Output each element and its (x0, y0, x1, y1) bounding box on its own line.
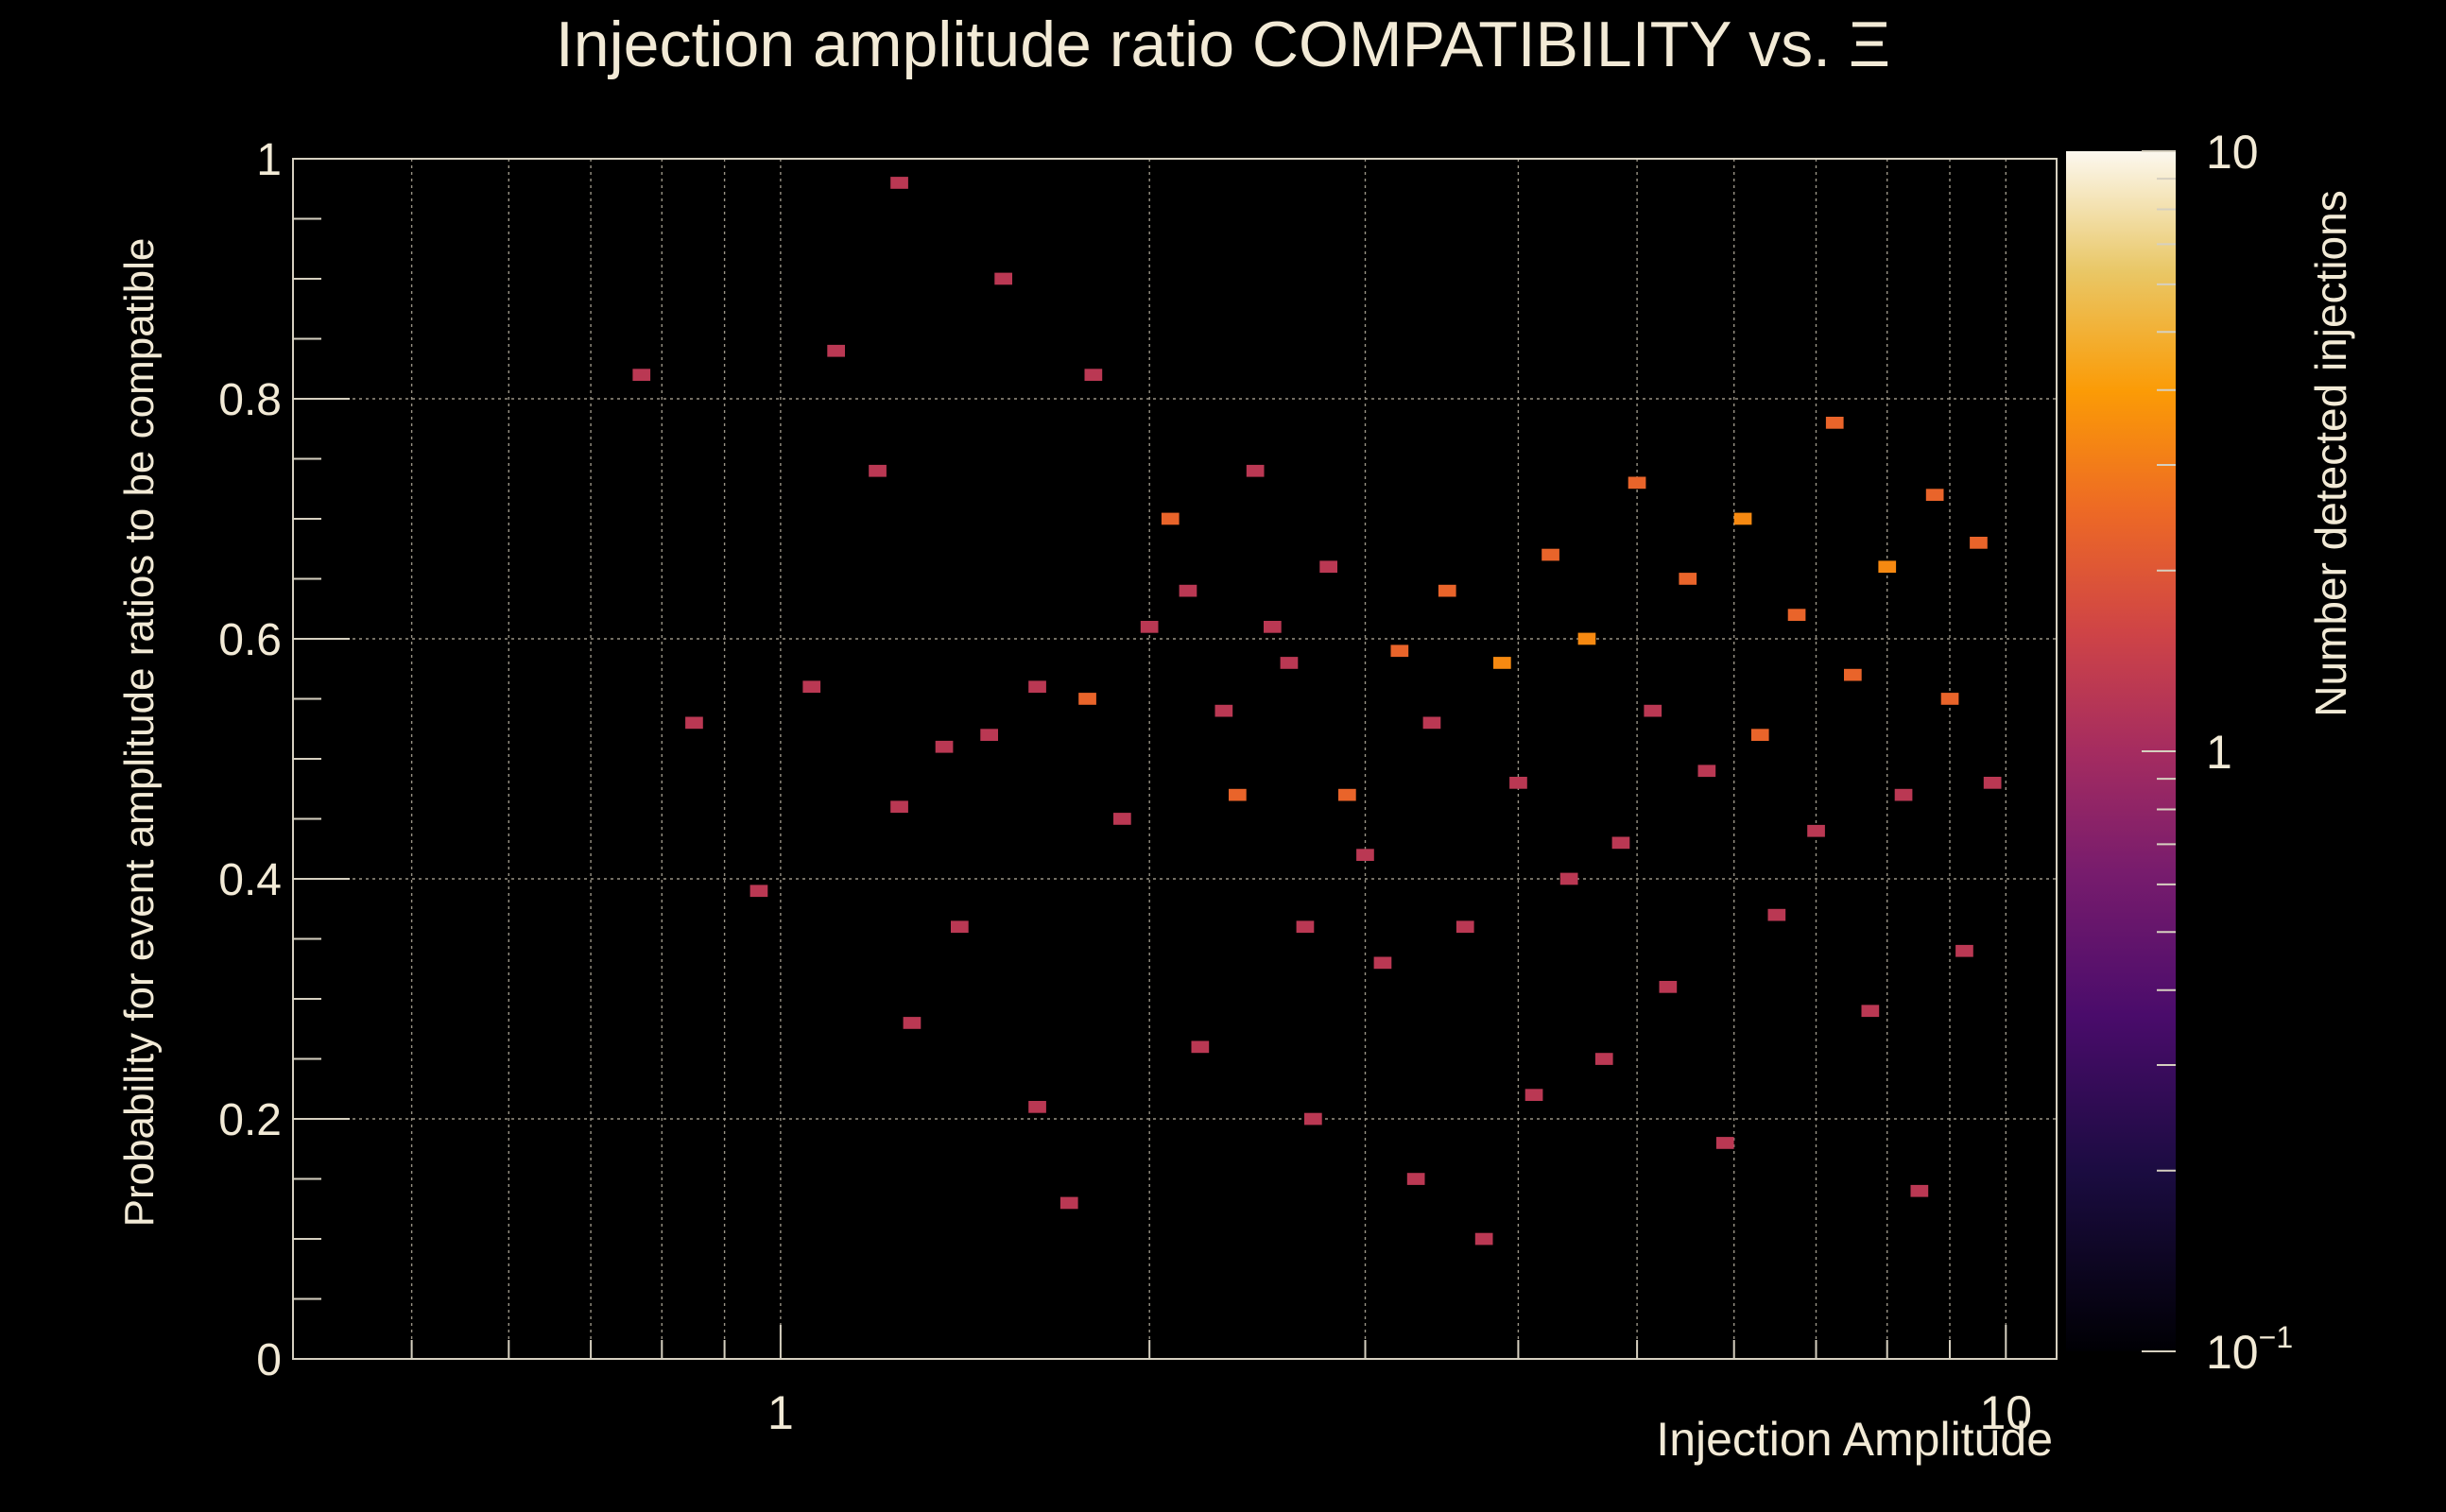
heatmap-cell (1697, 765, 1716, 778)
heatmap-cell (1028, 680, 1046, 694)
color-scale-tick-label: 1 (2206, 726, 2232, 779)
heatmap-cell (1750, 729, 1769, 741)
heatmap-cell (1280, 657, 1299, 669)
heatmap-cell (1611, 836, 1630, 850)
heatmap-cell (951, 920, 969, 934)
y-axis: 0 0.2 0.4 0.6 0.8 1 (218, 135, 350, 1385)
y-tick-label: 0 (256, 1335, 282, 1385)
heatmap-cell (1861, 1005, 1880, 1018)
heatmap-cell (1113, 813, 1131, 825)
heatmap-cell (1715, 1137, 1734, 1149)
heatmap-cell (802, 680, 821, 694)
heatmap-cell (1319, 560, 1337, 574)
heatmap-cell (980, 729, 998, 741)
heatmap-cell (1456, 920, 1474, 934)
heatmap-cell (1644, 704, 1662, 717)
heatmap-cell (1807, 824, 1825, 837)
heatmap-cell (1628, 476, 1646, 490)
heatmap-cell (1191, 1040, 1210, 1054)
y-axis-label: Probability for event amplitude ratios t… (116, 238, 163, 1228)
color-scale-label: Number detected injections (2306, 190, 2355, 716)
heatmap-cell (1229, 788, 1247, 801)
heatmap-cell (1659, 981, 1678, 993)
x-tick-label: 1 (767, 1386, 794, 1439)
grid-lines (292, 159, 2057, 1359)
heatmap-cell (1493, 657, 1511, 669)
heatmap-cell (903, 1017, 922, 1029)
heatmap-cell (827, 344, 845, 357)
heatmap-cell (1438, 584, 1456, 597)
x-tick-label: 10 (1979, 1386, 2032, 1439)
heatmap-cell (890, 177, 908, 189)
heatmap-cell (1910, 1184, 1929, 1197)
heatmap-cell (1970, 537, 1988, 549)
heatmap-cell (869, 464, 887, 477)
heatmap-cell (1509, 777, 1527, 789)
heatmap-cell (1679, 573, 1697, 585)
chart-title: Injection amplitude ratio COMPATIBILITY … (556, 9, 1890, 80)
heatmap-cell (1296, 920, 1315, 934)
heatmap-cell (1264, 621, 1282, 633)
heatmap-cell (1524, 1089, 1543, 1101)
heatmap-cell (1594, 1053, 1613, 1065)
plot-frame (292, 158, 2058, 1360)
heatmap-cell (1767, 908, 1786, 921)
heatmap-cell (1474, 1232, 1493, 1246)
color-scale-tick-label: 10 (2206, 126, 2259, 179)
y-tick-label: 0.6 (218, 615, 282, 665)
heatmap-cell (1373, 956, 1392, 970)
y-tick-label: 0.4 (218, 855, 282, 905)
heatmap-cell (1955, 944, 1973, 957)
heatmap-cell (1028, 1101, 1046, 1113)
heatmap-cell (1304, 1112, 1322, 1125)
y-tick-label: 0.2 (218, 1095, 282, 1145)
heatmap-cell (1844, 668, 1862, 681)
y-tick-label: 1 (256, 135, 282, 185)
heatmap-cell (1179, 584, 1197, 597)
heatmap-cell (1940, 693, 1959, 705)
heatmap-cell (632, 369, 651, 381)
heatmap-cell (994, 272, 1012, 285)
heatmap-cell (1925, 489, 1944, 501)
heatmap-cell (1542, 548, 1559, 561)
heatmap-cell (749, 885, 768, 898)
heatmap-cell (1422, 716, 1441, 730)
heatmap-cell (935, 740, 954, 753)
heatmap-cell (1356, 849, 1374, 861)
heatmap-cell (1983, 777, 2002, 789)
y-tick-label: 0.8 (218, 375, 282, 425)
heatmap-cell (1084, 369, 1103, 381)
x-axis: 1 10 (292, 1325, 2032, 1439)
heatmap-cell (1577, 632, 1596, 645)
heatmap-cell (890, 800, 908, 814)
x-axis-label: Injection Amplitude (1656, 1413, 2053, 1466)
heatmap-cell (1078, 693, 1096, 705)
heatmap-cell (685, 716, 703, 730)
heatmap-cell (1059, 1196, 1078, 1210)
heatmap-cell (1787, 609, 1806, 621)
color-scale-tick-label: 10−1 (2206, 1320, 2293, 1379)
heatmap-cell (1214, 704, 1233, 717)
heatmap-cell (1140, 621, 1159, 633)
heatmap-cell (1161, 512, 1180, 525)
heatmap-cell (1338, 788, 1356, 801)
heatmap-cell (1390, 644, 1409, 658)
heatmap-cell (1406, 1173, 1425, 1185)
heatmap-cell (1878, 560, 1897, 574)
heatmap-cell (1246, 464, 1265, 477)
heatmap-cell (1894, 788, 1913, 801)
heatmap-cells (632, 177, 2002, 1246)
heatmap-cell (1733, 512, 1752, 525)
heatmap-cell (1559, 872, 1578, 885)
heatmap-cell (1825, 417, 1844, 429)
